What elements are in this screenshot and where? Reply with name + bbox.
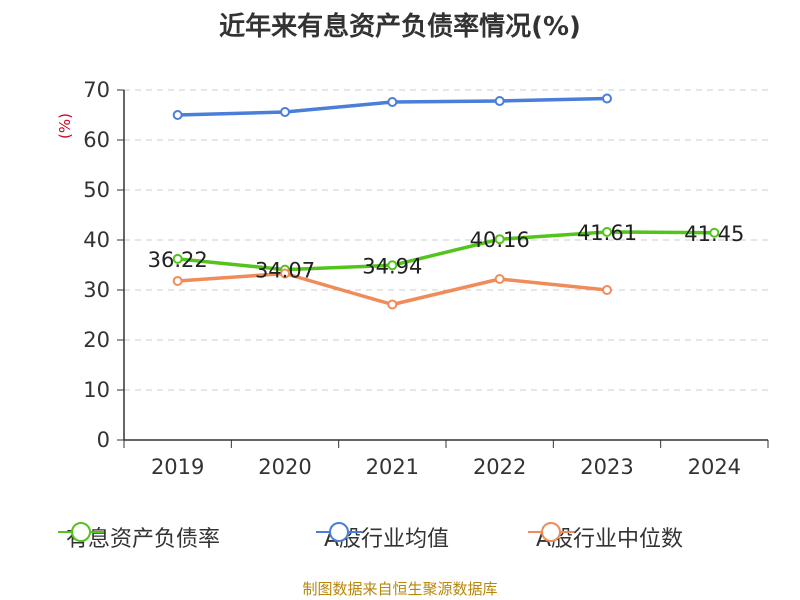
data-point-s2-2022	[494, 274, 505, 284]
data-point-s2-2019	[172, 276, 183, 286]
x-tick-label-2019: 2019	[151, 455, 204, 479]
data-point-s0-2022	[494, 234, 505, 245]
data-point-s0-2021	[387, 260, 398, 271]
data-point-s1-2020	[280, 107, 290, 117]
y-tick-label-0: 0	[97, 428, 110, 452]
legend-item-interest-debt-ratio[interactable]: 有息资产负债率	[58, 520, 220, 554]
data-point-s0-2024	[709, 227, 720, 238]
data-label-2020: 34.07	[255, 259, 315, 283]
y-tick-label-20: 20	[83, 328, 110, 352]
data-point-s1-2019	[172, 110, 183, 120]
legend-item-industry-average[interactable]: A股行业均值	[316, 520, 449, 554]
legend-item-industry-median[interactable]: A股行业中位数	[528, 520, 683, 554]
data-point-s2-2020	[280, 268, 290, 279]
x-tick-label-2022: 2022	[473, 455, 526, 479]
data-point-s1-2023	[602, 93, 612, 104]
data-point-s1-2022	[494, 96, 505, 106]
y-tick-label-30: 30	[83, 278, 110, 302]
data-label-2023: 41.61	[577, 221, 637, 245]
data-point-s0-2019	[172, 253, 183, 264]
data-point-s0-2023	[602, 226, 612, 237]
x-tick-label-2020: 2020	[258, 455, 311, 479]
data-point-s2-2021	[387, 299, 398, 310]
x-tick-label-2024: 2024	[688, 455, 741, 479]
legend-marker-industry-median	[528, 522, 574, 542]
chart-title: 近年来有息资产负债率情况(%)	[219, 12, 581, 42]
data-point-s1-2021	[387, 97, 398, 107]
y-tick-label-60: 60	[83, 128, 110, 152]
y-tick-label-10: 10	[83, 378, 110, 402]
data-source-note: 制图数据来自恒生聚源数据库	[302, 580, 498, 598]
series-line-0	[177, 230, 715, 272]
y-tick-label-70: 70	[83, 78, 110, 102]
data-label-2021: 34.94	[362, 254, 422, 278]
y-axis-unit-label: (%)	[56, 113, 74, 139]
legend-marker-industry-average	[316, 522, 362, 542]
x-tick-label-2021: 2021	[366, 455, 419, 479]
y-tick-label-50: 50	[83, 178, 110, 202]
y-tick-label-40: 40	[83, 228, 110, 252]
data-label-2019: 36.22	[148, 248, 208, 272]
data-label-2024: 41.45	[684, 222, 744, 246]
x-tick-label-2023: 2023	[580, 455, 633, 479]
legend: 有息资产负债率 A股行业均值 A股行业中位数	[0, 520, 800, 554]
data-label-2022: 40.16	[470, 228, 530, 252]
legend-marker-interest-debt-ratio	[58, 522, 104, 542]
data-point-s2-2023	[602, 285, 612, 295]
